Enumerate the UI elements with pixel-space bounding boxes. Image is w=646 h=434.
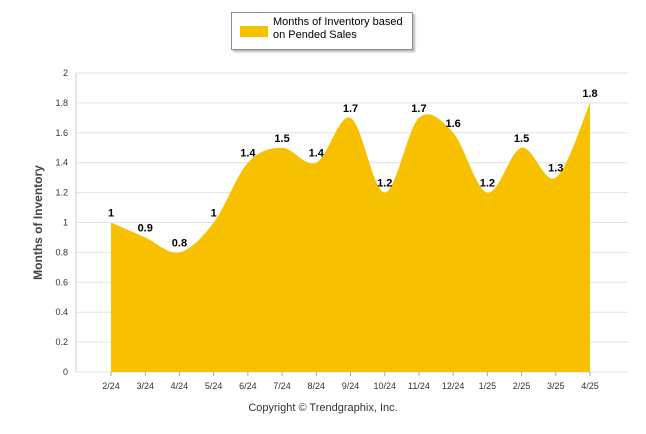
x-tick-label: 2/25 [513, 381, 531, 391]
data-label: 1 [108, 208, 114, 220]
data-label: 1.2 [377, 178, 392, 190]
y-tick-label: 0.8 [55, 247, 68, 257]
y-tick-label: 1.8 [55, 98, 68, 108]
y-axis-title: Months of Inventory [31, 165, 45, 280]
legend-label: Months of Inventory based on Pended Sale… [273, 16, 403, 41]
y-tick-label: 0.2 [55, 337, 68, 347]
y-tick-label: 1 [63, 218, 68, 228]
y-tick-label: 1.6 [55, 128, 68, 138]
y-tick-label: 0 [63, 367, 68, 377]
y-axis-tick-labels: 0 0.2 0.4 0.6 0.8 1 1.2 1.4 1.6 1.8 2 [55, 68, 68, 377]
legend: Months of Inventory based on Pended Sale… [231, 12, 413, 50]
y-tick-label: 0.4 [55, 307, 68, 317]
y-tick-label: 1.4 [55, 158, 68, 168]
x-tick-label: 12/24 [442, 381, 465, 391]
x-tick-label: 10/24 [373, 381, 396, 391]
data-labels: 1 0.9 0.8 1 1.4 1.5 1.4 1.7 1.2 1.7 1.6 1.2 1.5 1.3 1.… [108, 88, 598, 249]
data-label: 1 [211, 208, 217, 220]
data-label: 1.2 [480, 178, 495, 190]
data-label: 1.7 [411, 103, 426, 115]
x-tick-label: 6/24 [239, 381, 257, 391]
x-tick-label: 5/24 [205, 381, 223, 391]
x-tick-label: 8/24 [308, 381, 326, 391]
data-label: 0.8 [172, 237, 187, 249]
y-tick-label: 0.6 [55, 277, 68, 287]
y-tick-label: 1.2 [55, 188, 68, 198]
x-tick-label: 2/24 [102, 381, 120, 391]
x-tick-label: 3/25 [547, 381, 565, 391]
data-label: 1.3 [548, 163, 563, 175]
data-label: 1.5 [274, 133, 289, 145]
data-label: 1.4 [240, 148, 256, 160]
x-tick-label: 4/25 [581, 381, 599, 391]
x-tick-label: 3/24 [136, 381, 154, 391]
x-tick-label: 7/24 [273, 381, 291, 391]
data-label: 1.6 [445, 118, 460, 130]
x-tick-label: 11/24 [408, 381, 430, 391]
copyright-credit: Copyright © Trendgraphix, Inc. [248, 402, 398, 414]
data-label: 1.7 [343, 103, 358, 115]
data-label: 1.8 [582, 88, 597, 100]
y-tick-label: 2 [63, 68, 68, 78]
data-label: 1.4 [309, 148, 325, 160]
series-area [111, 102, 590, 373]
x-tick-label: 4/24 [171, 381, 189, 391]
x-tick-label: 9/24 [342, 381, 360, 391]
data-label: 0.9 [138, 222, 153, 234]
x-tick-label: 1/25 [479, 381, 497, 391]
data-label: 1.5 [514, 133, 529, 145]
legend-swatch [240, 26, 268, 37]
x-axis-tick-labels: 2/24 3/24 4/24 5/24 6/24 7/24 8/24 9/24 10/24 11/… [102, 372, 599, 391]
